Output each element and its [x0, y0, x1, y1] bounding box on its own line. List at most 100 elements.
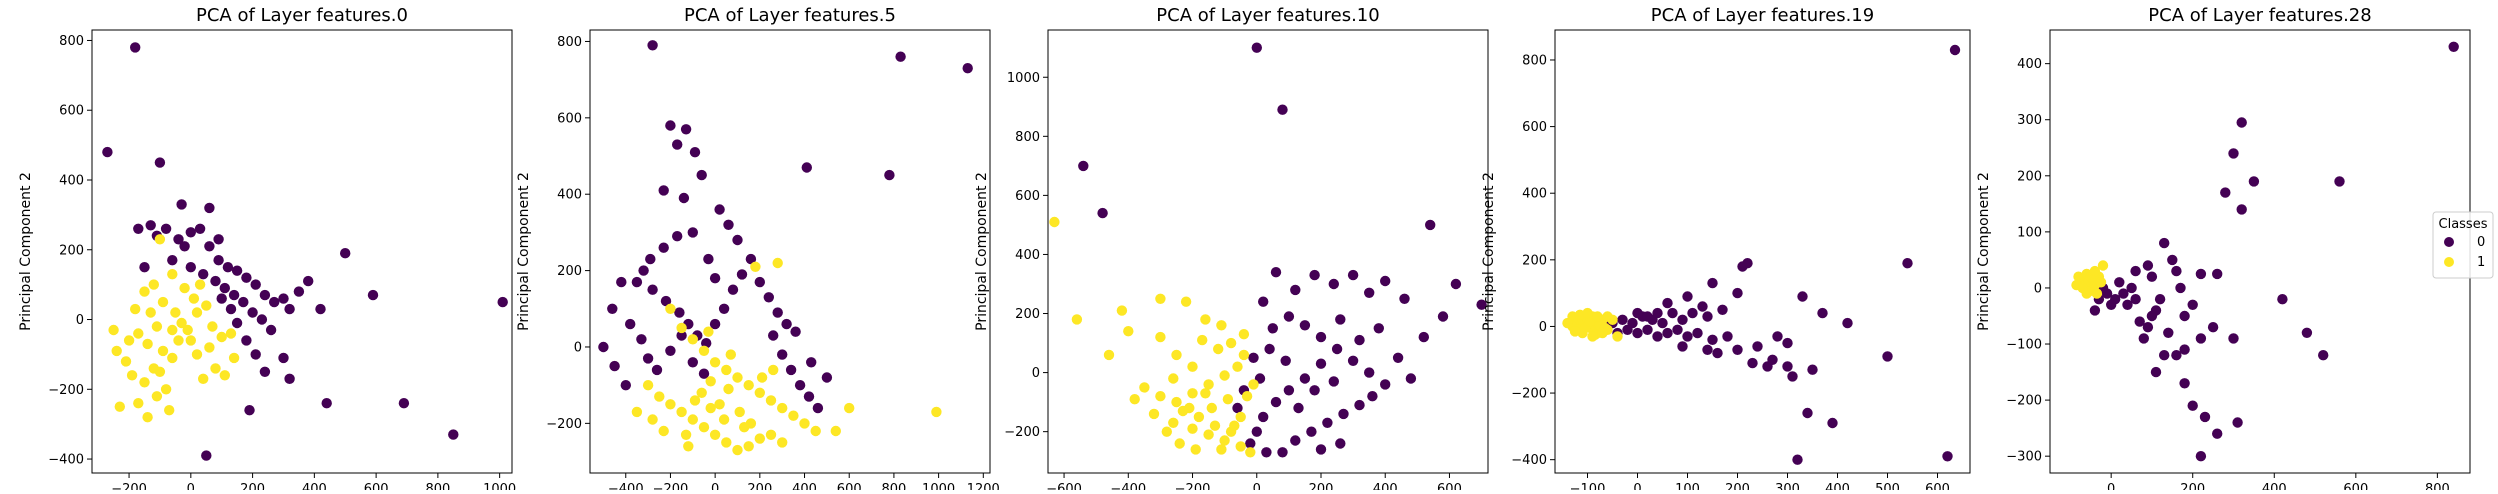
- scatter-point: [179, 241, 190, 252]
- scatter-point: [2236, 117, 2247, 128]
- y-tick-label: 400: [2017, 57, 2042, 72]
- scatter-point: [1258, 411, 1269, 423]
- scatter-point: [658, 425, 669, 437]
- scatter-point: [698, 422, 710, 433]
- scatter-point: [756, 372, 768, 383]
- scatter-point: [844, 402, 855, 414]
- scatter-point: [1827, 417, 1838, 429]
- scatter-point: [674, 307, 685, 318]
- scatter-point: [219, 282, 230, 294]
- scatter-point: [785, 364, 797, 376]
- x-tick-label: 600: [364, 482, 389, 490]
- scatter-point: [665, 303, 676, 314]
- scatter-point: [151, 321, 163, 332]
- x-tick-label: 100: [1675, 482, 1700, 490]
- y-tick-label: 600: [59, 104, 84, 119]
- scatter-point: [687, 227, 698, 238]
- scatter-point: [1315, 444, 1327, 455]
- scatter-point: [1241, 391, 1253, 402]
- scatter-point: [1632, 327, 1643, 339]
- scatter-point: [616, 276, 627, 288]
- scatter-point: [1657, 317, 1668, 329]
- scatter-point: [1702, 311, 1713, 322]
- scatter-point: [1707, 334, 1718, 345]
- scatter-point: [133, 398, 144, 409]
- scatter-point: [1277, 447, 1288, 458]
- scatter-point: [1283, 385, 1295, 396]
- scatter-point: [1306, 426, 1317, 437]
- scatter-point: [2126, 282, 2137, 294]
- scatter-point: [1290, 435, 1301, 446]
- scatter-point: [1219, 370, 1230, 381]
- scatter-point: [607, 303, 618, 314]
- scatter-point: [1235, 411, 1246, 423]
- y-tick-label: −100: [2006, 338, 2042, 353]
- scatter-point: [1722, 331, 1733, 342]
- y-tick-label: 200: [1015, 307, 1040, 322]
- scatter-point: [696, 169, 707, 181]
- scatter-point: [788, 410, 799, 421]
- y-tick-label: −400: [1511, 453, 1547, 468]
- scatter-point: [1187, 361, 1198, 372]
- scatter-point: [219, 370, 230, 381]
- scatter-point: [2179, 310, 2190, 322]
- scatter-point: [167, 324, 178, 336]
- scatter-point: [754, 433, 765, 444]
- y-tick-label: 1000: [1007, 71, 1040, 86]
- scatter-point: [777, 437, 788, 448]
- scatter-point: [689, 147, 701, 158]
- scatter-point: [2199, 411, 2211, 423]
- scatter-point: [1797, 291, 1808, 302]
- scatter-point: [2077, 282, 2088, 294]
- x-tick-label: −200: [1175, 482, 1211, 490]
- scatter-point: [247, 307, 258, 318]
- y-tick-label: −200: [546, 417, 582, 432]
- scatter-point: [1203, 379, 1214, 390]
- scatter-point: [173, 335, 184, 346]
- scatter-point: [658, 185, 669, 196]
- scatter-point: [1942, 451, 1953, 462]
- x-tick-label: 0: [1633, 482, 1641, 490]
- y-axis-label: Principal Component 2: [18, 172, 34, 331]
- scatter-point: [2171, 265, 2182, 277]
- y-axis-label: Principal Component 2: [516, 172, 532, 331]
- scatter-point: [676, 322, 687, 334]
- scatter-point: [2142, 322, 2154, 333]
- scatter-point: [1697, 301, 1708, 312]
- scatter-point: [799, 418, 810, 429]
- scatter-point: [1380, 379, 1391, 390]
- series-0: [1602, 44, 1961, 465]
- scatter-point: [1747, 357, 1758, 369]
- scatter-point: [1245, 438, 1256, 449]
- y-tick-label: −200: [1004, 425, 1040, 440]
- scatter-point: [238, 296, 249, 308]
- scatter-point: [2146, 271, 2158, 282]
- scatter-point: [1592, 311, 1603, 322]
- scatter-point: [176, 317, 187, 329]
- scatter-point: [2134, 316, 2145, 327]
- scatter-point: [185, 335, 196, 346]
- scatter-point: [139, 262, 150, 273]
- x-tick-label: 400: [1373, 482, 1398, 490]
- scatter-point: [194, 279, 206, 290]
- scatter-point: [1315, 358, 1327, 369]
- scatter-point: [1251, 42, 1263, 53]
- scatter-point: [676, 406, 687, 418]
- scatter-point: [803, 391, 815, 402]
- scatter-point: [250, 349, 261, 360]
- scatter-point: [1245, 447, 1256, 458]
- scatter-point: [133, 328, 144, 339]
- scatter-point: [1251, 426, 1263, 437]
- scatter-point: [157, 296, 169, 308]
- scatter-point: [126, 370, 138, 381]
- scatter-point: [2163, 327, 2174, 338]
- scatter-point: [750, 261, 761, 272]
- scatter-point: [2154, 294, 2166, 305]
- scatter-point: [1184, 402, 1195, 414]
- scatter-point: [709, 273, 721, 284]
- scatter-point: [709, 429, 721, 440]
- scatter-point: [714, 204, 725, 215]
- scatter-point: [672, 231, 683, 242]
- scatter-point: [210, 275, 221, 287]
- scatter-point: [191, 307, 203, 318]
